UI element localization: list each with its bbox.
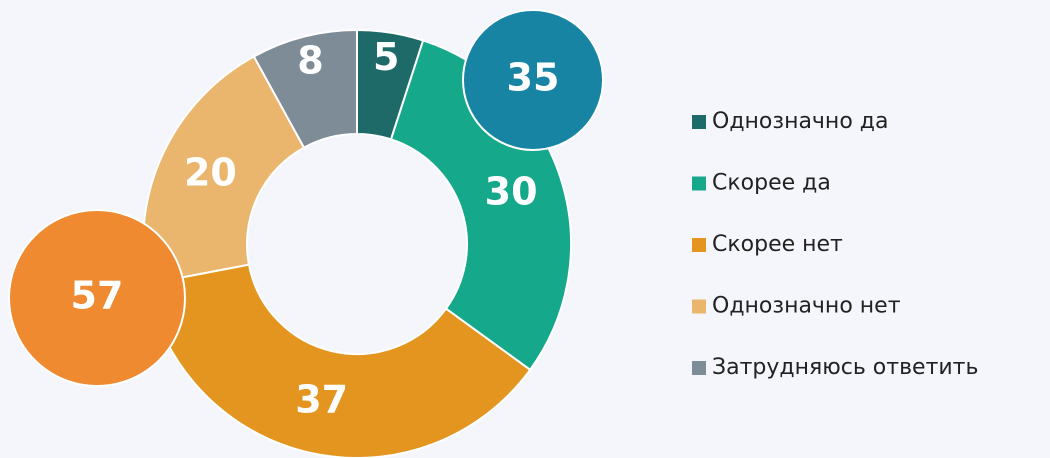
annotation-label: 35 bbox=[507, 56, 560, 100]
data-label: 20 bbox=[184, 151, 237, 195]
donut-segment bbox=[252, 28, 358, 149]
annotation-bubble bbox=[8, 209, 186, 387]
legend-label: Скорее нет bbox=[712, 232, 843, 257]
data-label: 37 bbox=[295, 378, 348, 422]
legend: Однозначно да Скорее да Скорее нет Однознач… bbox=[692, 109, 978, 380]
legend-label: Однозначно нет bbox=[712, 294, 901, 319]
legend-swatch bbox=[692, 115, 706, 129]
annotation-bubble bbox=[462, 9, 604, 151]
donut-segment bbox=[142, 55, 306, 286]
annotation-label: 57 bbox=[71, 274, 124, 318]
legend-label: Однозначно да bbox=[712, 109, 888, 134]
data-label: 5 bbox=[373, 35, 399, 79]
legend-swatch bbox=[692, 238, 706, 252]
legend-swatch bbox=[692, 361, 706, 375]
legend-label: Скорее да bbox=[712, 171, 831, 196]
donut: 5 30 37 20 8 35 57 bbox=[8, 9, 604, 458]
data-label: 30 bbox=[485, 169, 538, 213]
legend-swatch bbox=[692, 176, 706, 191]
legend-swatch bbox=[692, 299, 706, 314]
data-label: 8 bbox=[297, 38, 323, 82]
legend-label: Затрудняюсь ответить bbox=[712, 355, 978, 380]
